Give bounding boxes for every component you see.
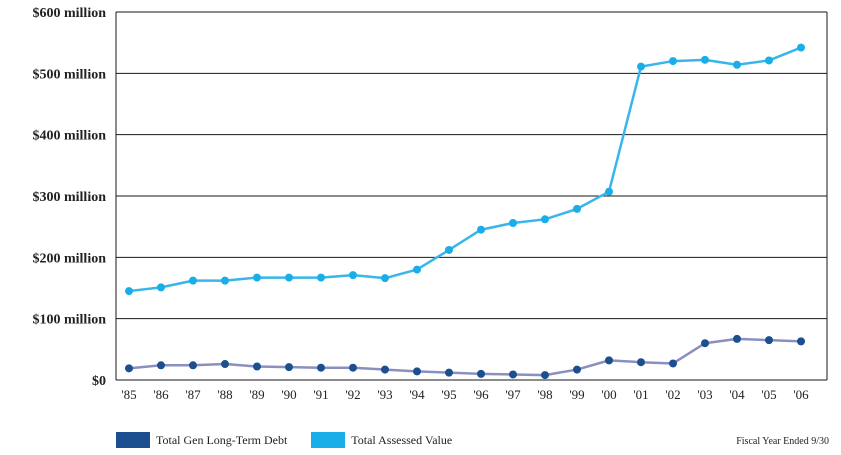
x-tick-label: '92	[345, 387, 360, 402]
legend-swatch-assessed	[311, 432, 346, 448]
x-tick-label: '94	[409, 387, 425, 402]
x-tick-label: '97	[505, 387, 521, 402]
x-tick-label: '91	[313, 387, 328, 402]
data-point-assessed	[701, 55, 709, 64]
x-tick-label: '87	[185, 387, 201, 402]
series-line-debt	[127, 337, 803, 377]
data-point-assessed	[765, 56, 773, 65]
x-tick-label: '98	[537, 387, 552, 402]
x-tick-label: '03	[697, 387, 712, 402]
footnote: Fiscal Year Ended 9/30	[736, 436, 829, 447]
legend-label-assessed: Total Assessed Value	[351, 432, 453, 447]
data-point-debt	[413, 367, 421, 376]
data-point-debt	[445, 368, 453, 377]
data-point-debt	[509, 370, 517, 379]
data-point-assessed	[669, 57, 677, 66]
data-point-debt	[477, 369, 485, 378]
data-point-debt	[733, 334, 741, 343]
chart-legend: Total Gen Long-Term Debt Total Assessed …	[116, 432, 476, 448]
data-point-assessed	[509, 218, 517, 227]
data-point-debt	[573, 365, 581, 374]
data-point-debt	[605, 356, 613, 365]
data-point-debt	[349, 363, 357, 372]
data-point-debt	[317, 363, 325, 372]
legend-item-assessed: Total Assessed Value	[311, 432, 452, 448]
data-point-assessed	[285, 273, 293, 282]
data-point-assessed	[605, 187, 613, 196]
x-tick-label: '90	[281, 387, 296, 402]
data-point-debt	[253, 362, 261, 371]
data-point-debt	[189, 361, 197, 370]
x-tick-label: '88	[217, 387, 232, 402]
data-point-assessed	[733, 60, 741, 69]
y-tick-label: $600 million	[32, 6, 106, 21]
data-point-debt	[669, 359, 677, 368]
data-point-assessed	[381, 274, 389, 283]
x-tick-label: '02	[665, 387, 680, 402]
y-tick-label: $400 million	[32, 129, 106, 144]
y-tick-label: $300 million	[32, 190, 106, 205]
data-point-debt	[541, 371, 549, 380]
data-point-assessed	[573, 204, 581, 213]
data-point-assessed	[157, 283, 165, 292]
y-tick-label: $0	[92, 374, 106, 389]
data-point-assessed	[797, 43, 805, 52]
data-point-debt	[765, 336, 773, 345]
x-tick-label: '04	[729, 387, 745, 402]
y-tick-label: $100 million	[32, 313, 106, 328]
series-line-assessed	[127, 46, 803, 293]
data-point-assessed	[477, 225, 485, 234]
data-point-debt	[221, 360, 229, 369]
legend-item-debt: Total Gen Long-Term Debt	[116, 432, 287, 448]
data-point-assessed	[445, 245, 453, 254]
x-tick-label: '01	[633, 387, 648, 402]
x-tick-label: '96	[473, 387, 489, 402]
x-tick-label: '06	[793, 387, 809, 402]
data-point-debt	[125, 364, 133, 373]
data-point-assessed	[637, 62, 645, 71]
data-point-debt	[637, 358, 645, 367]
legend-label-debt: Total Gen Long-Term Debt	[156, 432, 288, 447]
x-tick-label: '05	[761, 387, 776, 402]
legend-swatch-debt	[116, 432, 150, 448]
data-point-assessed	[541, 215, 549, 224]
x-tick-label: '93	[377, 387, 392, 402]
data-point-assessed	[413, 265, 421, 274]
data-point-debt	[701, 339, 709, 348]
x-tick-label: '00	[601, 387, 616, 402]
x-tick-label: '89	[249, 387, 264, 402]
data-point-debt	[285, 363, 293, 372]
y-tick-label: $500 million	[32, 67, 106, 82]
data-point-debt	[797, 337, 805, 346]
x-tick-label: '85	[121, 387, 136, 402]
data-point-debt	[157, 361, 165, 370]
data-point-debt	[381, 365, 389, 374]
data-point-assessed	[221, 276, 229, 285]
x-tick-label: '95	[441, 387, 456, 402]
data-point-assessed	[317, 273, 325, 282]
data-point-assessed	[349, 271, 357, 280]
data-point-assessed	[189, 276, 197, 285]
data-point-assessed	[253, 273, 261, 282]
x-tick-label: '99	[569, 387, 584, 402]
data-point-assessed	[125, 287, 133, 296]
x-tick-label: '86	[153, 387, 169, 402]
y-tick-label: $200 million	[32, 251, 106, 266]
